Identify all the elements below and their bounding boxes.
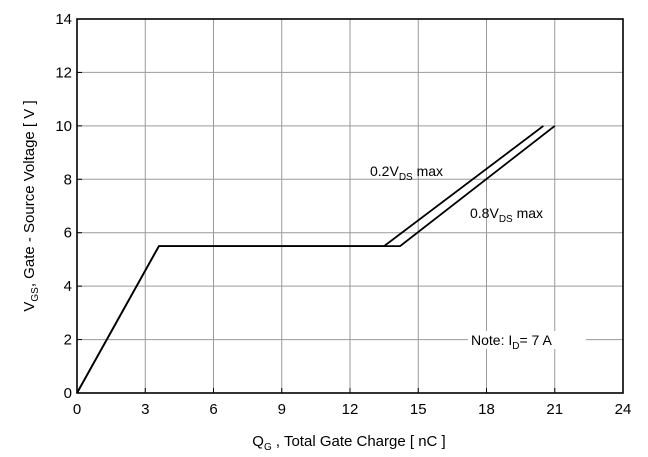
series-line-0-2vds-max [76,125,544,394]
x-axis-title: QG , Total Gate Charge [ nC ] [252,433,445,453]
x-tick-label: 9 [278,401,286,418]
y-tick-label: 8 [64,171,72,188]
x-tick-label: 18 [478,401,495,418]
x-tick-label: 3 [141,401,149,418]
annotation-0-2vds-max: 0.2VDS max [370,163,443,183]
x-tick-label: 12 [342,401,359,418]
y-tick-label: 14 [55,11,72,28]
x-tick-label: 6 [209,401,217,418]
y-axis-title: VGS, Gate - Source Voltage [ V ] [21,100,41,311]
y-tick-label: 2 [64,332,72,349]
series-line-0-8vds-max [76,125,556,394]
y-tick-labels: 0 2 4 6 8 10 12 14 [55,11,72,402]
y-tick-label: 0 [64,385,72,402]
y-tick-label: 12 [55,64,72,81]
x-tick-label: 21 [546,401,563,418]
annotation-note-id: Note: ID= 7 A [471,332,552,352]
x-tick-label: 24 [615,401,632,418]
x-tick-label: 15 [410,401,427,418]
series-lines [76,125,556,394]
y-tick-label: 10 [55,118,72,135]
plot-frame [76,18,624,394]
y-tick-label: 4 [64,278,72,295]
annotation-0-8vds-max: 0.8VDS max [470,205,543,225]
x-tick-labels: 0 3 6 9 12 15 18 21 24 [73,401,632,418]
x-tick-label: 0 [73,401,81,418]
y-tick-label: 6 [64,225,72,242]
